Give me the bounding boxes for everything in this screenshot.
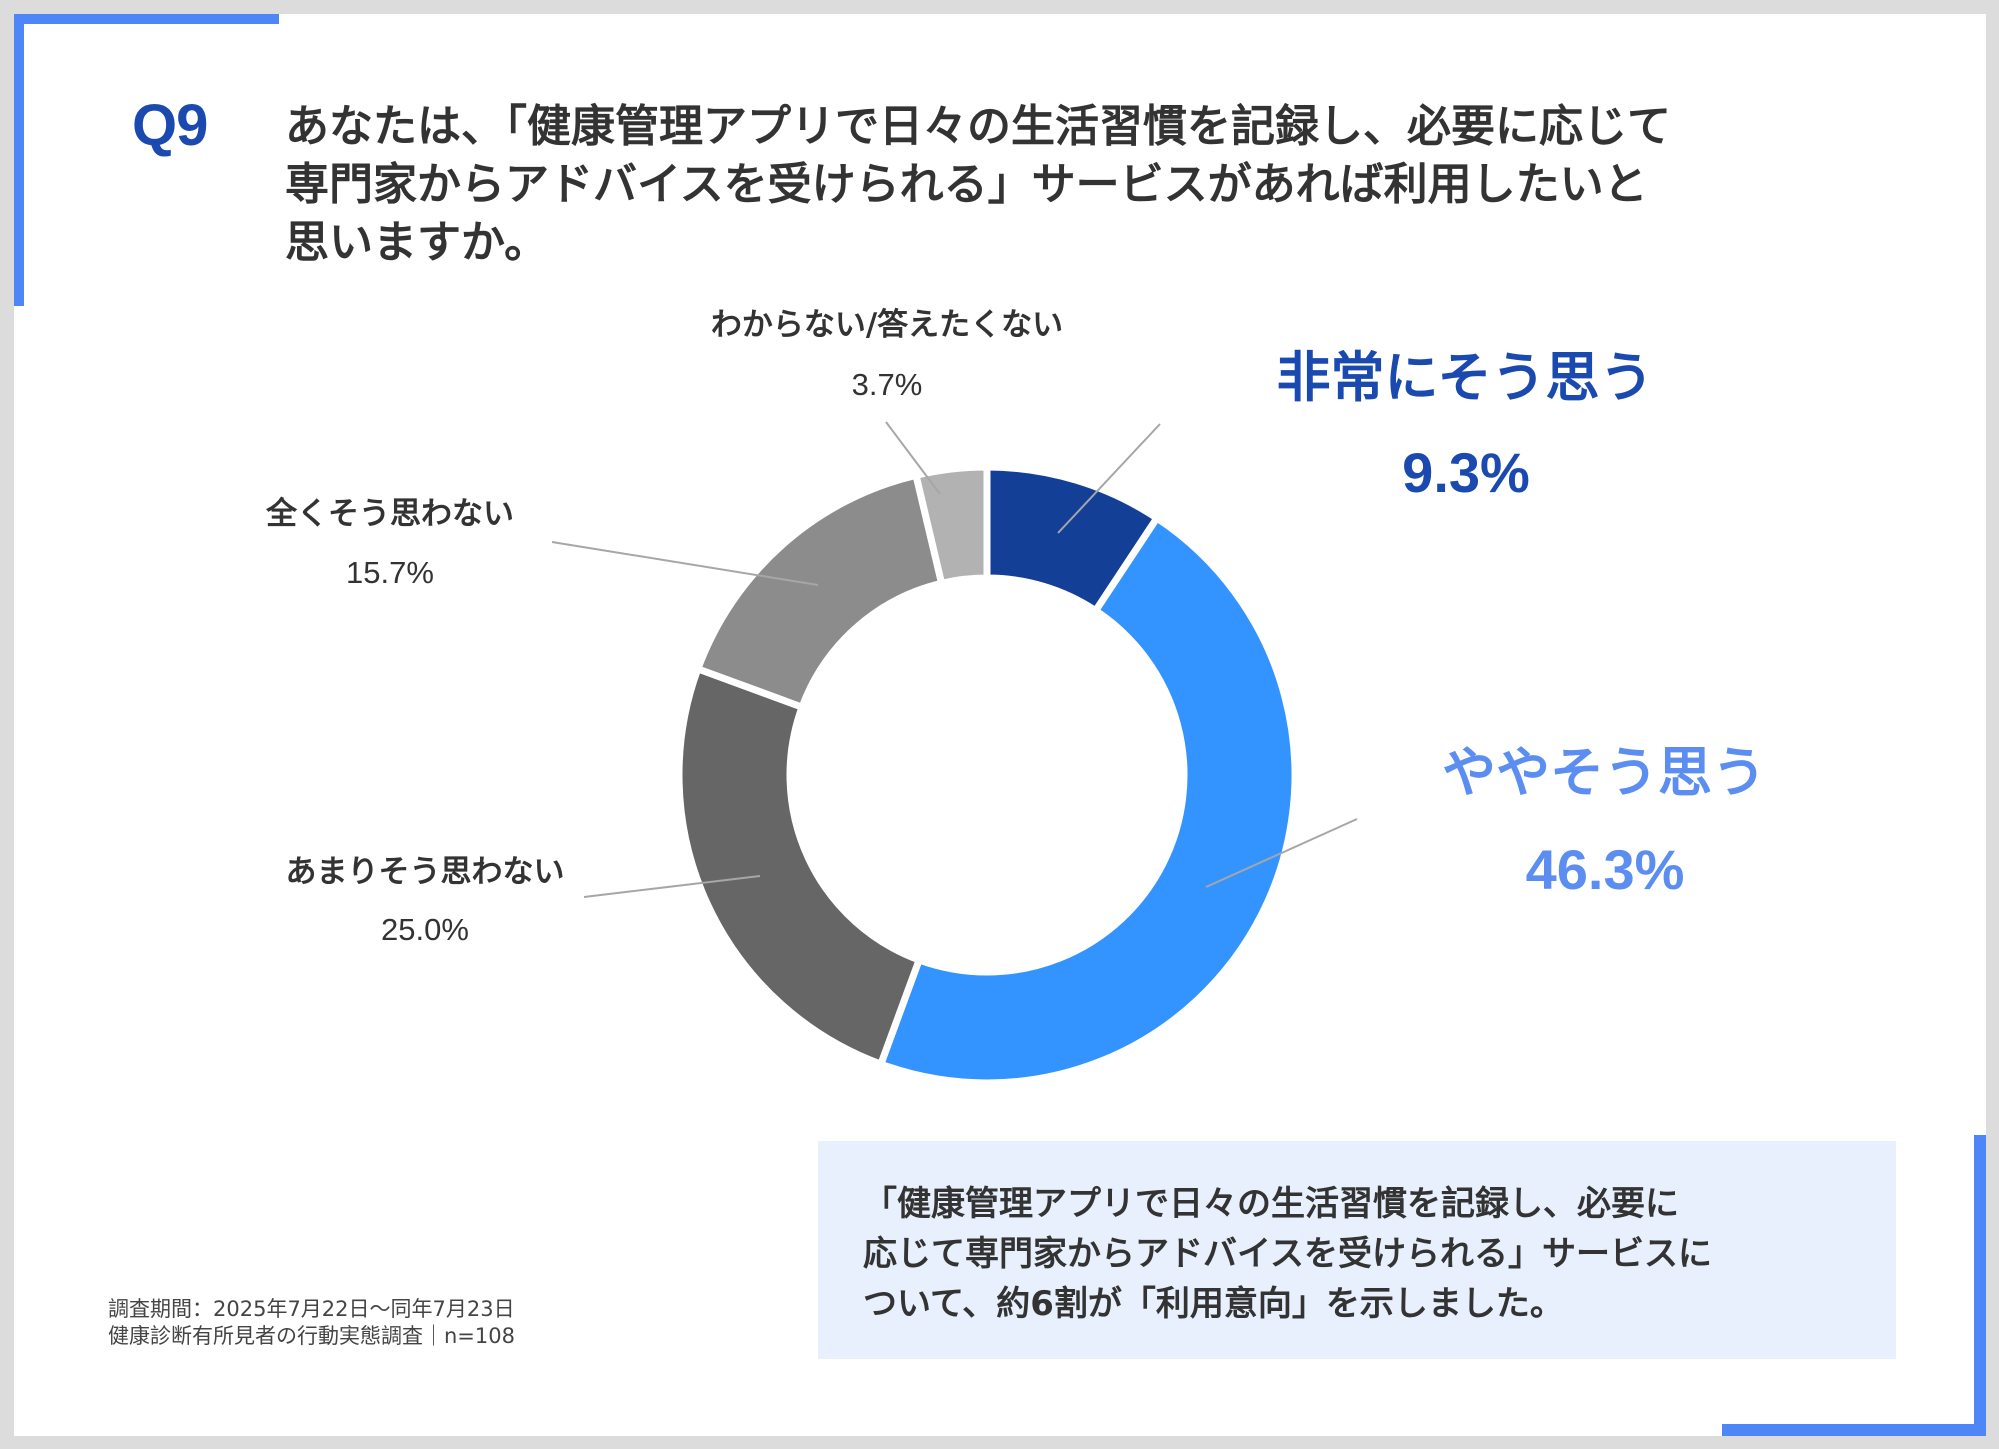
accent-bar-top-left-vertical	[14, 14, 24, 306]
accent-bar-top-left-horizontal	[14, 14, 279, 24]
leader-lines	[551, 421, 1358, 898]
leader-line	[885, 421, 941, 495]
summary-box: 「健康管理アプリで日々の生活習慣を記録し、必要に 応じて専門家からアドバイスを受…	[818, 1141, 1896, 1359]
survey-name: 健康診断有所見者の行動実態調査｜n=108	[108, 1324, 515, 1348]
label-category-no-answer: わからない/答えたくない	[711, 307, 1063, 343]
summary-line: ついて、約6割が「利用意向」を示しました。	[863, 1284, 1564, 1324]
question-number: Q9	[132, 93, 208, 158]
summary-line: 「健康管理アプリで日々の生活習慣を記録し、必要に	[863, 1184, 1679, 1224]
leader-line	[583, 875, 761, 898]
leader-line	[1205, 818, 1358, 888]
question-line: 思いますか。	[285, 217, 549, 268]
question-line: あなたは、「健康管理アプリで日々の生活習慣を記録し、必要に応じて	[285, 101, 1671, 152]
question-text: あなたは、「健康管理アプリで日々の生活習慣を記録し、必要に応じて 専門家からアド…	[285, 98, 1885, 272]
leader-line	[1057, 423, 1161, 534]
leader-line	[551, 541, 819, 586]
summary-line: 応じて専門家からアドバイスを受けられる」サービスに	[863, 1234, 1712, 1274]
survey-note: 調査期間：2025年7月22日～同年7月23日 健康診断有所見者の行動実態調査｜…	[108, 1296, 515, 1350]
label-value-strongly-disagree: 15.7%	[346, 555, 434, 590]
label-category-strongly-agree: 非常にそう思う	[1277, 346, 1654, 409]
survey-period: 調査期間：2025年7月22日～同年7月23日	[108, 1297, 515, 1321]
question-line: 専門家からアドバイスを受けられる」サービスがあれば利用したいと	[285, 159, 1648, 210]
label-category-strongly-disagree: 全くそう思わない	[265, 496, 514, 532]
label-value-somewhat-disagree: 25.0%	[381, 912, 469, 947]
label-value-no-answer: 3.7%	[852, 367, 923, 402]
slice-somewhat-agree	[876, 513, 1299, 1087]
slice-no-answer	[911, 463, 991, 588]
slice-somewhat-disagree	[675, 664, 924, 1069]
label-category-somewhat-agree: ややそう思う	[1442, 741, 1766, 804]
slices	[675, 463, 1299, 1087]
slice-strongly-disagree	[693, 471, 946, 712]
label-category-somewhat-disagree: あまりそう思わない	[286, 854, 565, 890]
label-value-somewhat-agree: 46.3%	[1526, 838, 1685, 901]
label-value-strongly-agree: 9.3%	[1402, 441, 1530, 504]
accent-bar-bottom-right-vertical	[1974, 1135, 1986, 1436]
accent-bar-bottom-right-horizontal	[1722, 1424, 1986, 1436]
